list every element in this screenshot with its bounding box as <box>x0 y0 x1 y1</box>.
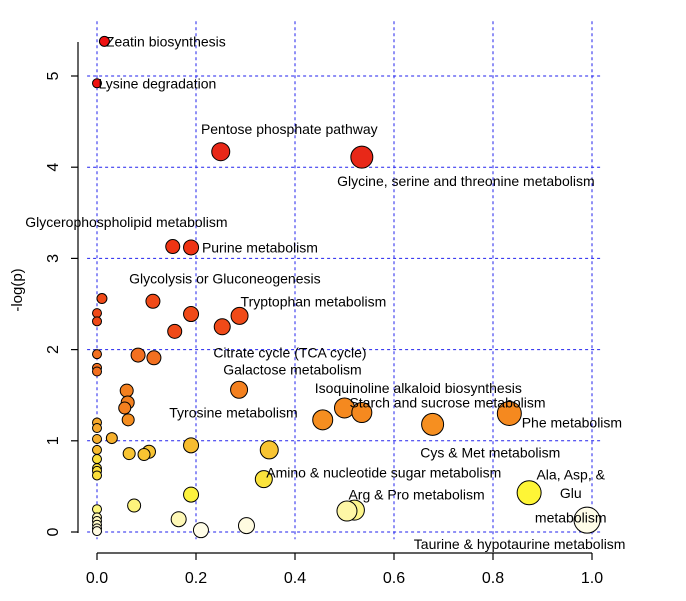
data-point <box>96 293 108 305</box>
data-point <box>350 145 374 169</box>
data-point <box>92 316 102 327</box>
data-point <box>118 401 132 415</box>
data-point <box>92 433 102 444</box>
point-label: Tryptophan metabolism <box>241 293 387 309</box>
y-tick-label: 0 <box>45 527 62 536</box>
data-point <box>92 470 102 481</box>
y-tick-label: 2 <box>45 345 62 354</box>
point-label: Phe metabolism <box>522 415 622 431</box>
y-ticks: 0 1 2 3 4 5 <box>45 71 78 536</box>
data-point <box>351 402 373 424</box>
data-point <box>183 437 200 454</box>
data-point <box>183 486 200 503</box>
data-point <box>130 347 146 363</box>
data-point <box>496 400 522 426</box>
point-label: Tyrosine metabolism <box>169 405 297 421</box>
data-point <box>92 444 102 455</box>
axes <box>77 42 592 554</box>
data-point <box>573 506 601 534</box>
data-point <box>92 308 102 319</box>
point-label: Starch and sucrose metabolism <box>349 394 545 410</box>
data-point <box>121 413 135 427</box>
data-point <box>237 517 255 535</box>
data-point <box>254 470 273 489</box>
data-point <box>165 239 181 255</box>
point-label: Cys & Met metabolism <box>420 445 560 461</box>
data-point <box>92 366 102 377</box>
data-point <box>213 318 231 336</box>
data-point <box>211 142 231 162</box>
data-point <box>259 440 279 460</box>
data-point <box>192 522 209 539</box>
data-point <box>92 504 102 515</box>
y-axis-label: -log(p) <box>9 268 26 311</box>
data-point <box>92 454 102 465</box>
x-tick-label: 0.4 <box>284 570 306 587</box>
x-tick-label: 0.2 <box>185 570 207 587</box>
x-tick-label: 0.8 <box>482 570 504 587</box>
point-label: Galactose metabolism <box>223 362 362 378</box>
point-label: Pentose phosphate pathway <box>201 121 378 137</box>
data-point <box>421 412 445 436</box>
data-point <box>145 293 161 309</box>
point-label: metabolism <box>535 509 607 525</box>
data-point <box>336 500 358 522</box>
data-point <box>122 447 136 461</box>
data-point <box>92 526 102 537</box>
data-point <box>105 432 118 445</box>
x-tick-label: 0.6 <box>383 570 405 587</box>
data-point <box>146 350 162 366</box>
data-point <box>312 409 334 431</box>
data-point <box>167 323 183 339</box>
data-point <box>183 239 200 256</box>
point-label: Glycine, serine and threonine metabolism <box>337 173 595 189</box>
data-point <box>119 383 134 398</box>
y-tick-label: 3 <box>45 254 62 263</box>
data-point <box>127 498 142 513</box>
data-point <box>92 423 102 434</box>
data-point <box>92 349 102 360</box>
point-label: Glu <box>560 485 582 501</box>
annotations: Zeatin biosynthesis Lysine degradation Pen… <box>25 33 625 552</box>
point-label: Amino & nucleotide sugar metabolism <box>266 465 501 481</box>
data-point <box>92 78 102 89</box>
point-label: Taurine & hypotaurine metabolism <box>414 536 626 552</box>
y-tick-label: 5 <box>45 71 62 80</box>
point-label: Glycerophospholipid metabolism <box>25 214 227 230</box>
data-point <box>137 447 151 461</box>
point-label: Purine metabolism <box>202 239 318 255</box>
y-tick-label: 4 <box>45 163 62 172</box>
data-point <box>183 306 200 323</box>
grid <box>87 21 602 540</box>
data-point <box>516 480 542 506</box>
y-tick-label: 1 <box>45 436 62 445</box>
data-point <box>230 306 249 325</box>
point-label: Zeatin biosynthesis <box>106 33 226 49</box>
point-label: Glycolysis or Gluconeogenesis <box>129 270 320 286</box>
point-label: Lysine degradation <box>98 75 216 91</box>
data-point <box>98 35 110 47</box>
point-label: Ala, Asp, & <box>536 467 605 483</box>
data-point <box>170 511 187 528</box>
x-tick-label: 0.0 <box>86 570 108 587</box>
point-label: Arg & Pro metabolism <box>348 487 484 503</box>
x-ticks: 0.0 0.2 0.4 0.6 0.8 1.0 <box>86 553 603 587</box>
x-tick-label: 1.0 <box>581 570 603 587</box>
point-label: Citrate cycle (TCA cycle) <box>213 344 366 360</box>
data-point <box>230 380 249 399</box>
point-label: Isoquinoline alkaloid biosynthesis <box>315 380 522 396</box>
data-points <box>92 35 601 539</box>
